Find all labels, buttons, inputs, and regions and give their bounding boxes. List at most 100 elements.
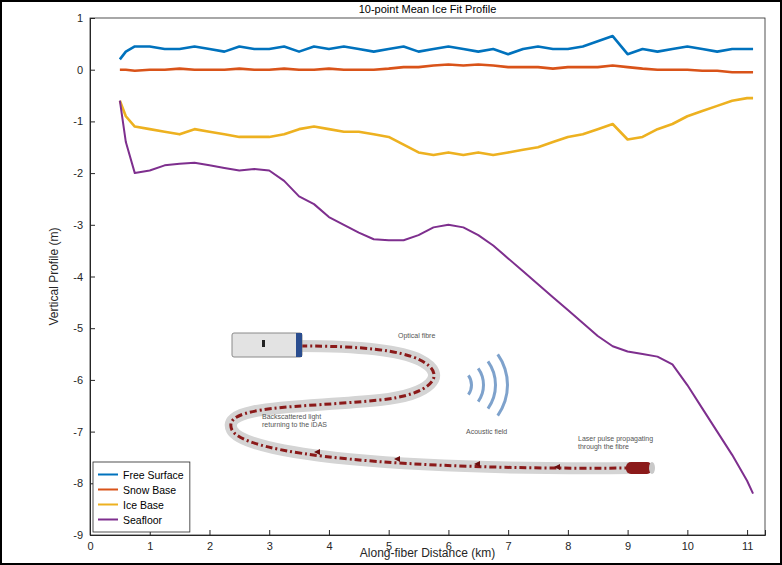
tick-mark [448, 530, 449, 535]
tick-label: -7 [73, 426, 83, 438]
acoustic-wave [467, 375, 473, 396]
legend-label: Seafloor [123, 514, 163, 526]
tick: 3 [267, 530, 273, 552]
tick: 1 [77, 12, 95, 24]
tick-mark [90, 70, 95, 71]
tick: -2 [73, 167, 95, 179]
tick-mark [90, 121, 95, 122]
tick: -4 [73, 271, 95, 283]
tick-label: -4 [73, 271, 83, 283]
series-line [120, 101, 753, 494]
tick-mark [508, 530, 509, 535]
tick-label: 2 [207, 540, 213, 552]
tick-label: -5 [73, 322, 83, 334]
tick: 8 [565, 530, 571, 552]
acoustic-wave [477, 368, 485, 403]
tick-mark [90, 18, 95, 19]
tick-mark [568, 530, 569, 535]
annotation: Optical fibre [398, 332, 435, 340]
tick-mark [269, 530, 270, 535]
series-group [120, 36, 753, 494]
annotation: Acoustic field [466, 428, 507, 435]
tick-mark [90, 535, 95, 536]
laser-pulse [626, 462, 652, 474]
tick-mark [90, 380, 95, 381]
tick-label: -9 [73, 529, 83, 541]
tick-label: 3 [267, 540, 273, 552]
plot-frame [90, 18, 765, 535]
tick-mark [90, 225, 95, 226]
device-cap [296, 333, 302, 357]
arrow [554, 464, 560, 470]
tick: -7 [73, 426, 95, 438]
y-axis: -9 -8 -7 -6 -5 -4 -3 -2 -1 0 1 [73, 12, 95, 541]
fibre-end [649, 462, 655, 474]
tick-label: 4 [326, 540, 332, 552]
tick-label: -1 [73, 115, 83, 127]
x-axis-title: Along-fiber Distance (km) [360, 546, 495, 560]
annotation: Backscattered lightreturning to the iDAS [262, 413, 327, 429]
tick-label: 10 [682, 540, 694, 552]
acoustic-wave [497, 354, 509, 417]
tick-label: -6 [73, 374, 83, 386]
legend: Free SurfaceSnow BaseIce BaseSeafloor [93, 462, 190, 532]
tick-mark [687, 530, 688, 535]
tick: 10 [682, 530, 694, 552]
tick: -8 [73, 477, 95, 489]
plot-area [90, 18, 765, 535]
title: 10-point Mean Ice Fit Profile [359, 3, 497, 15]
arrow [314, 449, 320, 455]
tick: 11 [742, 530, 753, 552]
series-line [120, 65, 753, 73]
legend-swatch [98, 504, 118, 506]
arrow [394, 456, 400, 462]
tick: 4 [326, 530, 332, 552]
figure-border [1, 1, 781, 564]
acoustic-wave [487, 361, 497, 410]
y-axis-title: Vertical Profile (m) [47, 227, 61, 325]
device-display [262, 340, 265, 347]
axis-line [91, 530, 766, 536]
inset-diagram: Optical fibre Backscattered lightreturnin… [231, 332, 655, 474]
tick-label: 7 [506, 540, 512, 552]
tick-label: 9 [625, 540, 631, 552]
tick: -9 [73, 529, 95, 541]
tick: -5 [73, 322, 95, 334]
chart: 01234567891011-9-8-7-6-5-4-3-2-10110-poi… [0, 0, 782, 565]
tick: 7 [506, 530, 512, 552]
tick-mark [90, 328, 95, 329]
tick-label: 11 [742, 540, 753, 552]
tick-mark [389, 530, 390, 535]
tick-mark [747, 530, 748, 535]
tick-label: 0 [77, 64, 83, 76]
tick: -6 [73, 374, 95, 386]
tick: -1 [73, 115, 95, 127]
tick-label: 1 [147, 540, 153, 552]
tick-mark [90, 277, 95, 278]
tick-mark [90, 432, 95, 433]
tick: 9 [625, 530, 631, 552]
tick-label: 0 [87, 540, 93, 552]
legend-swatch [98, 519, 118, 521]
tick-mark [209, 530, 210, 535]
tick: 2 [207, 530, 213, 552]
legend-swatch [98, 474, 118, 476]
legend-label: Ice Base [123, 499, 164, 511]
series-line [120, 98, 753, 155]
fibre-light [231, 346, 632, 468]
legend-swatch [98, 489, 118, 491]
tick: 0 [77, 64, 95, 76]
annotation: Laser pulse propagatingthrough the fibre [578, 435, 653, 451]
device [232, 333, 302, 357]
tick: 1 [147, 530, 153, 552]
legend-label: Free Surface [123, 469, 184, 481]
tick-label: -3 [73, 219, 83, 231]
tick-mark [628, 530, 629, 535]
tick-mark [90, 173, 95, 174]
series-line [120, 36, 753, 59]
arrow [474, 461, 480, 467]
legend-box [93, 462, 190, 532]
tick-mark [329, 530, 330, 535]
tick-label: 1 [77, 12, 83, 24]
tick-label: 8 [565, 540, 571, 552]
